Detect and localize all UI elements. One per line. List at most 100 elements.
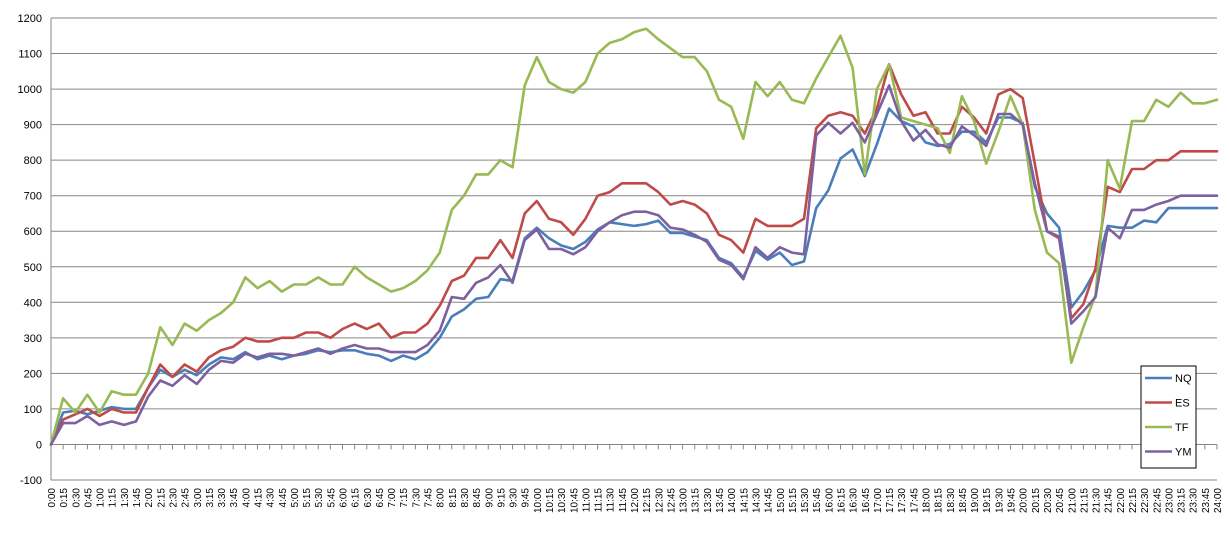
x-tick-label: 19:00 [970,488,981,513]
x-tick-label: 11:45 [618,488,629,513]
y-tick-label: 900 [24,120,42,132]
x-tick-label: 23:00 [1164,488,1175,513]
y-tick-label: -100 [20,475,42,487]
x-tick-label: 20:00 [1019,488,1030,513]
x-tick-label: 22:30 [1140,488,1151,513]
x-tick-label: 8:15 [448,488,459,508]
x-tick-label: 9:45 [521,488,532,508]
x-tick-label: 0:45 [83,488,94,508]
y-tick-label: 700 [24,191,42,203]
x-tick-label: 6:45 [375,488,386,508]
x-tick-label: 3:45 [229,488,240,508]
x-tick-label: 21:00 [1067,488,1078,513]
x-tick-label: 18:15 [934,488,945,513]
x-tick-label: 16:00 [824,488,835,513]
x-tick-label: 3:15 [205,488,216,508]
x-tick-label: 6:15 [351,488,362,508]
x-tick-label: 1:30 [120,488,131,508]
y-tick-label: 500 [24,262,42,274]
x-tick-label: 21:30 [1092,488,1103,513]
series-line-ym [49,84,1219,446]
x-tick-label: 5:30 [314,488,325,508]
x-tick-label: 22:45 [1152,488,1163,513]
x-tick-label: 11:30 [606,488,617,513]
x-tick-label: 23:45 [1201,488,1212,513]
x-tick-label: 8:45 [472,488,483,508]
x-tick-label: 6:00 [339,488,350,508]
x-tick-label: 7:15 [399,488,410,508]
x-tick-label: 5:15 [302,488,313,508]
y-tick-label: 0 [36,439,42,451]
y-tick-label: 400 [24,297,42,309]
x-tick-label: 12:30 [654,488,665,513]
x-tick-label: 0:15 [59,488,70,508]
x-tick-label: 10:30 [557,488,568,513]
x-tick-label: 2:30 [168,488,179,508]
x-tick-label: 8:00 [436,488,447,508]
x-tick-label: 12:00 [630,488,641,513]
x-tick-label: 7:45 [424,488,435,508]
x-tick-label: 24:00 [1213,488,1224,513]
x-tick-label: 20:30 [1043,488,1054,513]
x-tick-label: 2:45 [181,488,192,508]
x-tick-label: 14:00 [727,488,738,513]
x-tick-label: 12:45 [666,488,677,513]
y-tick-label: 1100 [18,49,42,61]
x-tick-label: 15:45 [812,488,823,513]
x-tick-label: 5:00 [290,488,301,508]
x-tick-label: 4:00 [241,488,252,508]
x-tick-label: 20:45 [1055,488,1066,513]
x-tick-label: 16:30 [849,488,860,513]
x-tick-label: 1:45 [132,488,143,508]
x-tick-label: 1:15 [108,488,119,508]
x-tick-label: 11:00 [581,488,592,513]
x-tick-label: 10:15 [545,488,556,513]
series-line-es [49,62,1219,446]
x-tick-label: 9:00 [484,488,495,508]
x-tick-label: 15:00 [776,488,787,513]
x-tick-label: 4:45 [278,488,289,508]
y-tick-label: 600 [24,226,42,238]
y-tick-label: 800 [24,155,42,167]
x-tick-label: 6:30 [363,488,374,508]
x-tick-label: 1:00 [96,488,107,508]
x-tick-label: 3:30 [217,488,228,508]
x-tick-label: 17:15 [885,488,896,513]
x-tick-label: 17:30 [897,488,908,513]
x-tick-label: 10:00 [533,488,544,513]
y-tick-label: 200 [24,368,42,380]
x-tick-label: 0:00 [47,488,58,508]
legend-label-tf: TF [1175,422,1189,434]
x-tick-label: 13:15 [691,488,702,513]
x-tick-label: 18:30 [946,488,957,513]
x-tick-label: 11:15 [594,488,605,513]
x-tick-label: 8:30 [460,488,471,508]
grid-lines [51,17,1217,481]
x-tick-label: 18:00 [922,488,933,513]
series-line-tf [49,27,1219,446]
legend-label-nq: NQ [1175,373,1192,385]
x-tick-label: 16:15 [836,488,847,513]
x-tick-label: 15:30 [800,488,811,513]
x-tick-label: 23:30 [1189,488,1200,513]
x-tick-label: 21:15 [1079,488,1090,513]
x-tick-label: 21:45 [1104,488,1115,513]
x-tick-label: 19:15 [982,488,993,513]
x-tick-label: 13:45 [715,488,726,513]
x-tick-label: 17:00 [873,488,884,513]
x-axis-tick-labels: 0:00 0:15 0:30 0:45 1:00 1:15 1:30 1:45 2:00 2:15… [47,488,1224,513]
x-tick-label: 12:15 [642,488,653,513]
x-tick-label: 13:00 [679,488,690,513]
x-tick-label: 20:15 [1031,488,1042,513]
y-tick-label: 100 [24,404,42,416]
x-tick-label: 4:15 [253,488,264,508]
legend: NQ ES TF YM [1140,365,1197,469]
x-tick-label: 23:15 [1177,488,1188,513]
x-tick-label: 19:45 [1007,488,1018,513]
series-lines [49,27,1219,446]
x-tick-label: 19:30 [994,488,1005,513]
x-tick-label: 22:00 [1116,488,1127,513]
x-tick-label: 2:00 [144,488,155,508]
legend-label-ym: YM [1175,447,1192,459]
